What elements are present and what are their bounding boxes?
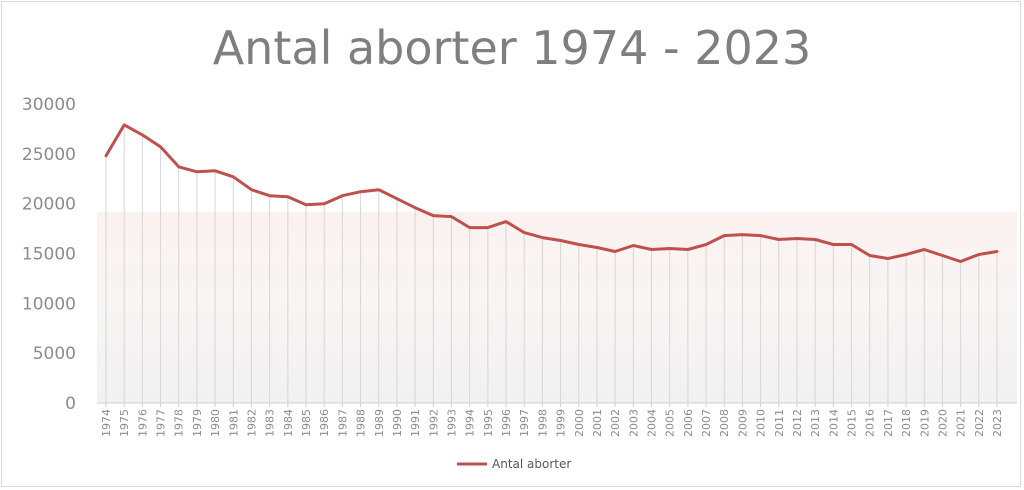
x-tick-label: 2003	[627, 409, 640, 437]
x-tick-label: 2000	[573, 409, 586, 437]
x-tick-label: 2006	[682, 409, 695, 437]
x-tick-label: 2002	[609, 409, 622, 437]
x-tick-label: 1983	[264, 409, 277, 437]
x-tick-label: 2023	[991, 409, 1004, 437]
x-tick-label: 2019	[918, 409, 931, 437]
x-tick-label: 1986	[318, 409, 331, 437]
x-tick-label: 1977	[155, 409, 168, 437]
x-tick-label: 2018	[900, 409, 913, 437]
x-tick-label: 2014	[827, 409, 840, 437]
x-tick-label: 1989	[373, 409, 386, 437]
x-tick-label: 1994	[464, 409, 477, 437]
x-tick-label: 1985	[300, 409, 313, 437]
x-tick-label: 1991	[409, 409, 422, 437]
x-tick-label: 1990	[391, 409, 404, 437]
x-tick-label: 1997	[518, 409, 531, 437]
plot-background	[97, 212, 1017, 403]
x-tick-label: 1979	[191, 409, 204, 437]
x-tick-label: 1984	[282, 409, 295, 437]
x-tick-label: 2005	[664, 409, 677, 437]
x-tick-label: 2011	[773, 409, 786, 437]
x-tick-label: 1993	[445, 409, 458, 437]
x-tick-label: 1996	[500, 409, 513, 437]
x-tick-label: 2004	[646, 409, 659, 437]
y-tick-label: 0	[65, 394, 76, 414]
x-tick-label: 1974	[100, 409, 113, 437]
x-tick-label: 2015	[846, 409, 859, 437]
chart-title: Antal aborter 1974 - 2023	[213, 21, 812, 75]
y-tick-label: 25000	[22, 145, 76, 165]
legend-label: Antal aborter	[492, 457, 571, 471]
x-tick-label: 2012	[791, 409, 804, 437]
x-tick-label: 1976	[136, 409, 149, 437]
x-tick-label: 1975	[118, 409, 131, 437]
x-tick-label: 2007	[700, 409, 713, 437]
legend: Antal aborter	[457, 457, 571, 471]
y-tick-label: 10000	[22, 294, 76, 314]
x-tick-label: 1999	[555, 409, 568, 437]
x-tick-label: 2021	[955, 409, 968, 437]
x-tick-label: 1998	[536, 409, 549, 437]
x-tick-label: 2013	[809, 409, 822, 437]
x-tick-label: 2008	[718, 409, 731, 437]
x-tick-label: 1992	[427, 409, 440, 437]
x-tick-label: 1995	[482, 409, 495, 437]
x-tick-label: 1982	[245, 409, 258, 437]
x-tick-label: 2020	[936, 409, 949, 437]
x-tick-label: 2001	[591, 409, 604, 437]
y-tick-label: 20000	[22, 195, 76, 215]
x-tick-label: 1978	[173, 409, 186, 437]
y-axis: 0 5000 10000 15000 20000 25000 30000	[22, 95, 76, 414]
x-tick-label: 1988	[355, 409, 368, 437]
x-tick-label: 2022	[973, 409, 986, 437]
x-tick-label: 1987	[336, 409, 349, 437]
x-tick-label: 1981	[227, 409, 240, 437]
x-tick-label: 2010	[755, 409, 768, 437]
x-tick-label: 2017	[882, 409, 895, 437]
y-tick-label: 5000	[33, 344, 76, 364]
x-tick-label: 2009	[736, 409, 749, 437]
x-axis: 1974 1975 1976 1977 1978 1979 1980 1981 1982 1983…	[100, 403, 1004, 437]
series-line	[104, 123, 999, 263]
series-lines	[104, 123, 999, 263]
y-tick-label: 30000	[22, 95, 76, 115]
drop-lines	[105, 124, 998, 403]
y-tick-label: 15000	[22, 245, 76, 265]
x-tick-label: 2016	[864, 409, 877, 437]
x-tick-label: 1980	[209, 409, 222, 437]
